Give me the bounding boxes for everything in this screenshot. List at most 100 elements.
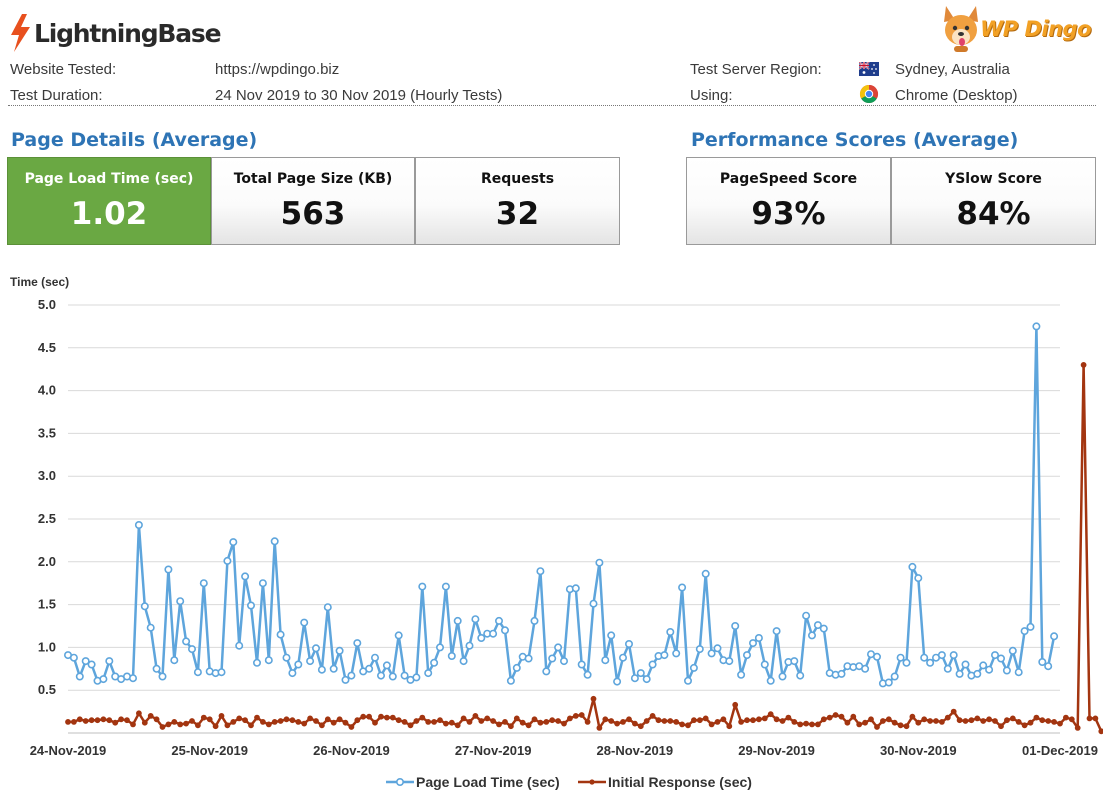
data-point — [189, 718, 195, 724]
data-point — [642, 675, 651, 684]
data-point — [577, 660, 586, 669]
data-point — [1092, 715, 1099, 722]
data-point — [561, 720, 567, 727]
data-point — [872, 652, 881, 661]
card-label: Page Load Time (sec) — [24, 171, 194, 187]
data-point — [850, 713, 857, 720]
data-point — [437, 717, 443, 724]
data-point — [661, 718, 668, 724]
data-point — [323, 603, 332, 612]
data-point — [206, 716, 213, 723]
data-point — [956, 717, 963, 724]
data-point — [353, 639, 362, 648]
x-tick-label: 29-Nov-2019 — [738, 743, 815, 758]
page-details-title: Page Details (Average) — [11, 129, 258, 151]
data-point — [602, 716, 609, 723]
data-point — [341, 675, 350, 684]
data-point — [820, 716, 827, 723]
data-point — [112, 719, 119, 726]
data-point — [530, 616, 539, 625]
data-point — [313, 718, 319, 724]
data-point — [632, 720, 638, 727]
data-point — [896, 653, 905, 662]
data-point — [508, 723, 514, 730]
data-point — [725, 657, 734, 666]
chrome-browser-icon — [859, 85, 879, 104]
page-load-time-card: Page Load Time (sec) 1.02 — [7, 157, 211, 245]
data-point — [643, 718, 650, 724]
data-point — [679, 721, 685, 728]
partner-name: WP Dingo — [980, 17, 1091, 41]
data-point — [170, 656, 179, 665]
data-point — [856, 721, 863, 728]
data-point — [130, 721, 136, 728]
data-point — [985, 665, 994, 674]
data-point — [689, 663, 698, 672]
data-point — [413, 718, 420, 724]
data-point — [601, 656, 610, 665]
data-point — [1027, 719, 1034, 726]
test-duration-value: 24 Nov 2019 to 30 Nov 2019 (Hourly Tests… — [215, 87, 503, 104]
data-point — [921, 716, 928, 723]
data-point — [807, 631, 816, 640]
data-point — [779, 718, 786, 724]
data-point — [1050, 632, 1059, 641]
data-point — [454, 722, 461, 729]
data-point — [283, 716, 290, 723]
data-point — [300, 618, 309, 627]
data-point — [235, 641, 244, 650]
data-point — [571, 584, 580, 593]
dog-mascot-icon — [944, 6, 979, 52]
data-point — [837, 669, 846, 678]
data-point — [707, 649, 716, 658]
data-point — [466, 719, 473, 725]
data-point — [94, 717, 101, 724]
data-point — [188, 645, 197, 654]
website-tested-label: Website Tested: — [10, 61, 117, 78]
data-point — [974, 715, 981, 722]
data-point — [407, 722, 414, 729]
data-point — [909, 713, 916, 720]
using-value: Chrome (Desktop) — [895, 87, 1018, 104]
data-point — [1057, 720, 1063, 727]
data-point — [400, 671, 409, 680]
data-point — [76, 716, 83, 723]
data-point — [124, 717, 130, 724]
data-point — [915, 719, 922, 726]
data-point — [637, 723, 644, 730]
data-point — [324, 716, 331, 723]
data-point — [441, 582, 450, 591]
data-point — [802, 611, 811, 620]
y-axis-title: Time (sec) — [10, 275, 69, 289]
data-point — [701, 569, 710, 578]
x-tick-label: 25-Nov-2019 — [171, 743, 248, 758]
requests-card: Requests 32 — [415, 157, 620, 245]
data-point — [926, 658, 935, 667]
data-point — [968, 717, 975, 724]
data-point — [884, 678, 893, 687]
data-point — [389, 714, 396, 721]
data-point — [778, 672, 787, 681]
data-point — [218, 713, 225, 719]
data-point — [354, 717, 361, 724]
data-point — [809, 721, 815, 728]
data-point — [342, 719, 349, 726]
data-point — [685, 722, 691, 729]
data-point — [1015, 719, 1022, 725]
data-point — [766, 676, 775, 685]
data-point — [460, 715, 467, 722]
data-point — [265, 721, 272, 728]
data-point — [425, 719, 432, 725]
series-page-load-time — [64, 322, 1059, 688]
website-tested-value: https://wpdingo.biz — [215, 61, 340, 78]
data-point — [165, 721, 172, 728]
yslow-score-card: YSlow Score 84% — [891, 157, 1096, 245]
data-point — [559, 657, 568, 666]
data-point — [419, 714, 426, 721]
data-point — [986, 716, 992, 723]
data-point — [382, 661, 391, 670]
data-point — [791, 719, 798, 725]
data-point — [1004, 717, 1010, 724]
data-point — [448, 719, 455, 726]
data-point — [129, 674, 138, 683]
